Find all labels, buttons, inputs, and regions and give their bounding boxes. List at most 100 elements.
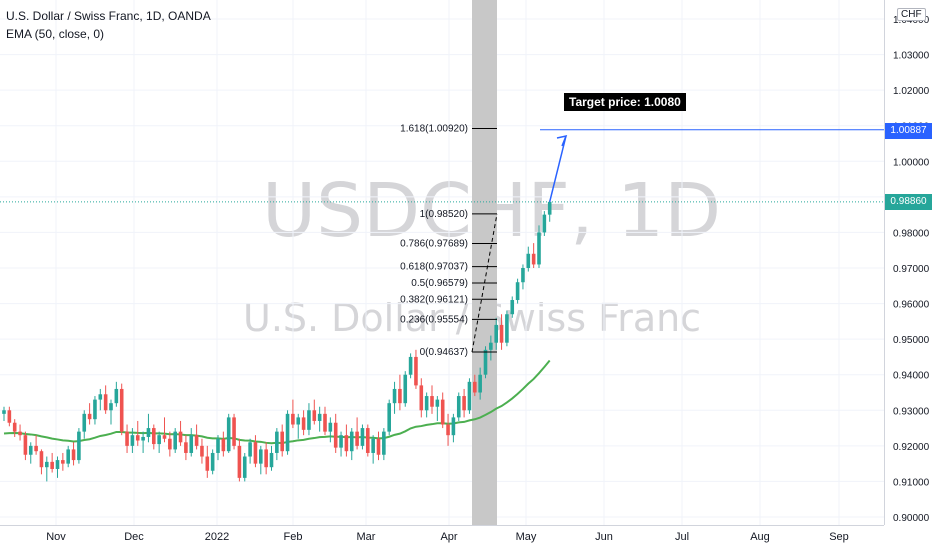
fib-level-label: 0.382(0.96121) [400, 294, 468, 305]
candle-body [478, 374, 482, 393]
candle-body [489, 342, 493, 350]
candle-body [28, 445, 33, 455]
fib-level-label: 0.236(0.95554) [400, 314, 468, 325]
candle-body [280, 431, 284, 452]
y-tick-label: 0.97000 [893, 264, 930, 275]
x-tick-label: Jun [595, 531, 613, 543]
candle-body [355, 431, 359, 446]
candle-body [18, 431, 22, 436]
candle-body [515, 282, 520, 301]
candle-body [430, 396, 434, 407]
candle-body [269, 452, 274, 468]
candle-body [2, 410, 6, 414]
x-tick-label: Apr [440, 531, 457, 543]
candle-body [483, 349, 488, 375]
candle-body [114, 388, 119, 404]
candle-body [403, 374, 408, 404]
candle-body [264, 449, 268, 468]
candle-body [547, 201, 552, 215]
candle-body [408, 356, 413, 375]
candle-body [499, 324, 504, 343]
candle-body [333, 422, 338, 448]
candle-body [360, 428, 365, 446]
y-tick-label: 0.98000 [893, 228, 930, 239]
candle-body [328, 422, 333, 432]
y-tick-label: 0.92000 [893, 442, 930, 453]
candle-body [109, 403, 113, 411]
candle-body [424, 396, 429, 411]
candle-body [537, 232, 541, 265]
candle-body [66, 449, 70, 464]
fib-trend-line [471, 213, 498, 353]
y-tick-label: 0.95000 [893, 335, 930, 346]
candle-body [510, 300, 515, 315]
candle-body [382, 431, 386, 455]
candle-body [61, 460, 65, 464]
candle-body [205, 456, 210, 471]
fib-level-label: 0(0.94637) [420, 347, 468, 358]
candle-body [307, 410, 311, 430]
candle-body [259, 449, 263, 464]
candle-body [317, 413, 322, 421]
candle-body [531, 253, 536, 265]
candle-body [296, 417, 301, 425]
candle-body [146, 428, 151, 437]
candle-body [237, 445, 242, 478]
y-tick-label: 0.90000 [893, 513, 930, 524]
candle-body [398, 388, 402, 404]
candle-body [178, 431, 183, 443]
legend-ema[interactable]: EMA (50, close, 0) [6, 27, 105, 41]
annotation-lines [0, 129, 884, 203]
x-tick-label: Jul [675, 531, 689, 543]
candle-body [312, 410, 317, 421]
candle-body [12, 422, 17, 432]
candle-body [216, 438, 220, 453]
candle-body [446, 424, 450, 436]
y-tick-label: 0.91000 [893, 477, 930, 488]
y-tick-label: 1.00000 [893, 157, 930, 168]
candle-body [301, 417, 306, 430]
candle-body [39, 451, 44, 468]
candle-body [125, 431, 129, 446]
fib-level-label: 1(0.98520) [420, 209, 468, 220]
target-price-tag: 1.00887 [885, 123, 932, 139]
x-tick-label: Feb [284, 531, 303, 543]
target-price-label: Target price: 1.0080 [564, 93, 686, 111]
y-tick-label: 1.02000 [893, 86, 930, 97]
candle-body [467, 381, 472, 411]
y-tick-label: 0.93000 [893, 406, 930, 417]
candle-body [521, 268, 525, 283]
candles [2, 200, 552, 482]
candle-body [344, 435, 349, 452]
legend-title[interactable]: U.S. Dollar / Swiss Franc, 1D, OANDA [6, 9, 211, 23]
candle-body [232, 417, 236, 446]
candle-body [103, 394, 108, 411]
candle-body [23, 435, 28, 455]
candle-body [414, 356, 418, 386]
candle-body [419, 385, 424, 411]
currency-badge[interactable]: CHF [897, 8, 926, 21]
candle-body [98, 394, 103, 400]
y-tick-label: 0.94000 [893, 371, 930, 382]
x-tick-label: May [516, 531, 537, 543]
fib-level-label: 1.618(1.00920) [400, 124, 468, 135]
candle-body [248, 442, 252, 457]
candle-body [275, 431, 279, 453]
candle-body [210, 452, 215, 471]
candle-body [542, 214, 547, 233]
candle-body [189, 435, 194, 453]
candle-body [82, 413, 87, 432]
projection-arrowhead [556, 134, 568, 147]
x-tick-label: Mar [357, 531, 376, 543]
candle-body [366, 428, 370, 453]
x-tick-label: Dec [124, 531, 144, 543]
candle-body [141, 436, 145, 441]
candle-body [253, 442, 258, 464]
candle-body [451, 417, 456, 436]
candle-body [392, 388, 397, 404]
x-tick-label: Sep [829, 531, 849, 543]
candle-body [349, 431, 354, 452]
x-tick-label: 2022 [205, 531, 229, 543]
